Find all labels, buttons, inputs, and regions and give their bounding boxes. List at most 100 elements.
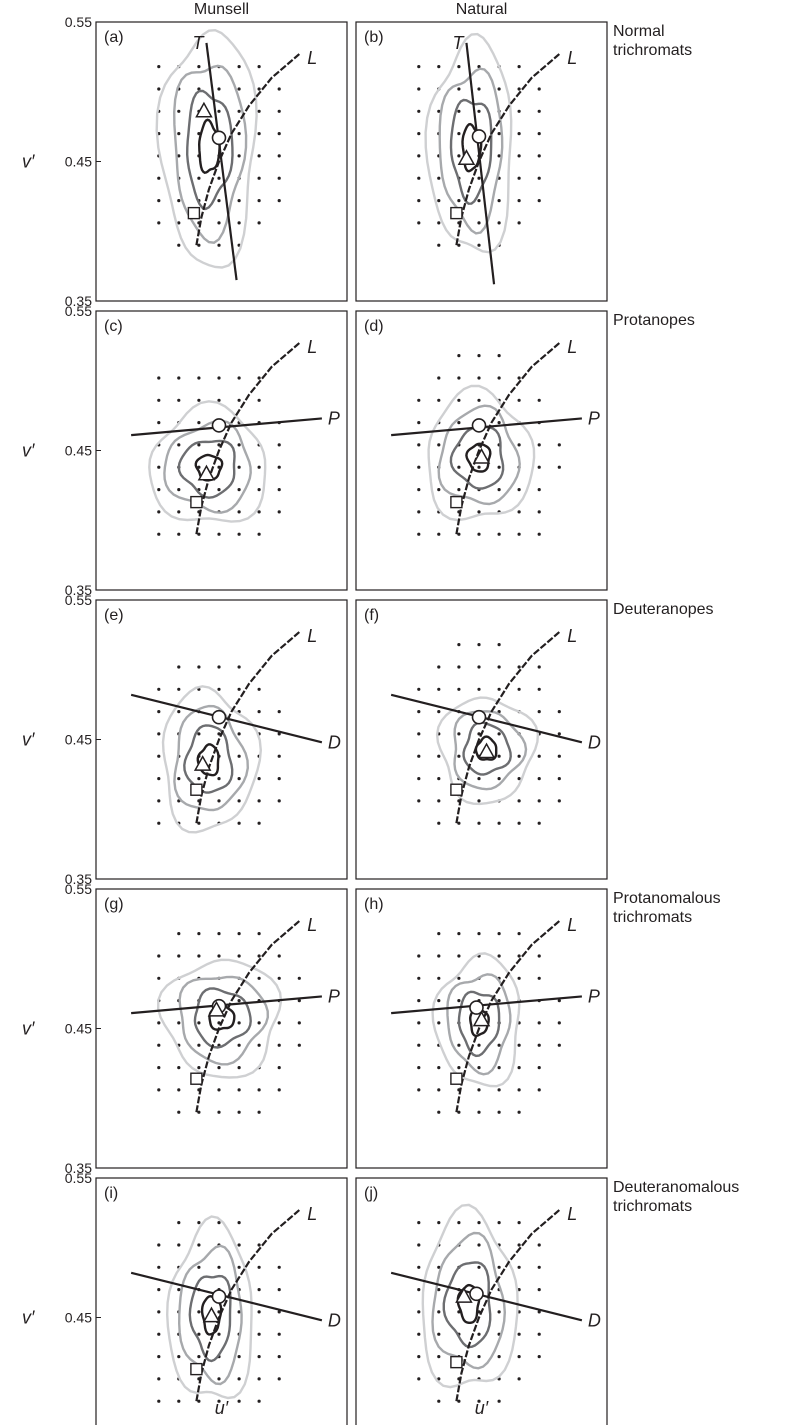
panel-h: (h) P L xyxy=(355,888,608,1169)
grid-dot xyxy=(177,199,181,203)
grid-dot xyxy=(437,1288,441,1292)
grid-dot xyxy=(457,154,461,158)
grid-dot xyxy=(177,243,181,247)
grid-dot xyxy=(477,665,481,669)
grid-dot xyxy=(197,1066,201,1070)
locus-label: L xyxy=(307,915,317,935)
grid-dot xyxy=(497,1355,501,1359)
y-tick-label: 0.35 xyxy=(65,871,92,887)
grid-dot xyxy=(197,732,201,736)
grid-dot xyxy=(517,109,521,113)
grid-dot xyxy=(517,1066,521,1070)
grid-dot xyxy=(537,1243,541,1247)
grid-dot xyxy=(557,443,561,447)
grid-dot xyxy=(197,954,201,958)
y-tick-label: 0.35 xyxy=(65,582,92,598)
grid-dot xyxy=(477,1088,481,1092)
panel-e: (e) D L 0.55 0.45 0.35 v′ xyxy=(22,592,348,887)
grid-dot xyxy=(477,1221,481,1225)
contour-ring xyxy=(208,1002,236,1031)
grid-dot xyxy=(177,532,181,536)
grid-dot xyxy=(437,243,441,247)
grid-dot xyxy=(217,443,221,447)
grid-dot xyxy=(477,376,481,380)
grid-dot xyxy=(437,710,441,714)
grid-dot xyxy=(497,1066,501,1070)
grid-dot xyxy=(417,176,421,180)
grid-dot xyxy=(257,777,261,781)
grid-dot xyxy=(497,999,501,1003)
panel-f: (f) D L xyxy=(355,599,608,880)
grid-dot xyxy=(437,821,441,825)
grid-dot xyxy=(477,1110,481,1114)
grid-dot xyxy=(537,1355,541,1359)
grid-dot xyxy=(237,1265,241,1269)
grid-dot xyxy=(237,777,241,781)
grid-dot xyxy=(497,421,501,425)
grid-dot xyxy=(157,1021,161,1025)
grid-dot xyxy=(457,532,461,536)
grid-dot xyxy=(457,932,461,936)
grid-dot xyxy=(457,687,461,691)
grid-dot xyxy=(477,687,481,691)
square-marker xyxy=(190,495,203,509)
contour-ring xyxy=(437,404,521,506)
grid-dot xyxy=(417,754,421,758)
grid-dot xyxy=(277,1377,281,1381)
grid-dot xyxy=(477,799,481,803)
grid-dot xyxy=(537,154,541,158)
grid-dot xyxy=(497,1043,501,1047)
y-tick-label: 0.55 xyxy=(65,303,92,319)
grid-dot xyxy=(297,999,301,1003)
grid-dot xyxy=(277,510,281,514)
grid-dot xyxy=(537,510,541,514)
grid-dot xyxy=(237,488,241,492)
white-point-circle-marker xyxy=(211,418,227,433)
contour-ring xyxy=(449,425,505,490)
grid-dot xyxy=(537,87,541,91)
y-axis-label: v′ xyxy=(22,1308,35,1328)
grid-dot xyxy=(537,398,541,402)
white-point-circle-marker xyxy=(469,1286,484,1302)
panel-b: (b) T L xyxy=(355,21,608,302)
grid-dot xyxy=(257,199,261,203)
grid-dot xyxy=(517,1243,521,1247)
mean-triangle-marker xyxy=(455,1287,473,1303)
contour-ring xyxy=(453,710,528,791)
grid-dot xyxy=(197,777,201,781)
grid-dot xyxy=(417,132,421,136)
grid-dot xyxy=(457,954,461,958)
grid-dot xyxy=(417,687,421,691)
contour-ring xyxy=(161,685,263,834)
grid-dot xyxy=(157,1088,161,1092)
grid-dot xyxy=(257,65,261,69)
grid-dot xyxy=(517,87,521,91)
grid-dot xyxy=(457,398,461,402)
grid-dot xyxy=(497,687,501,691)
grid-dot xyxy=(517,821,521,825)
grid-dot xyxy=(557,465,561,469)
square-marker xyxy=(187,206,201,220)
grid-dot xyxy=(217,799,221,803)
grid-dot xyxy=(417,777,421,781)
grid-dot xyxy=(437,1021,441,1025)
locus-label: L xyxy=(567,1204,577,1224)
grid-dot xyxy=(557,732,561,736)
grid-dot xyxy=(457,109,461,113)
grid-dot xyxy=(277,1066,281,1070)
grid-dot xyxy=(417,1243,421,1247)
square-marker xyxy=(190,1362,203,1376)
y-tick-label: 0.55 xyxy=(65,881,92,897)
mean-triangle-marker xyxy=(477,742,496,759)
grid-dot xyxy=(537,1332,541,1336)
square-marker xyxy=(450,206,463,220)
grid-dot xyxy=(217,665,221,669)
grid-dot xyxy=(257,1355,261,1359)
row-label: Deuteranopes xyxy=(613,601,714,618)
grid-dot xyxy=(237,510,241,514)
contour-ring xyxy=(462,721,512,776)
grid-dot xyxy=(177,777,181,781)
mean-triangle-marker xyxy=(195,101,213,118)
grid-dot xyxy=(457,488,461,492)
contour-ring xyxy=(177,439,236,499)
